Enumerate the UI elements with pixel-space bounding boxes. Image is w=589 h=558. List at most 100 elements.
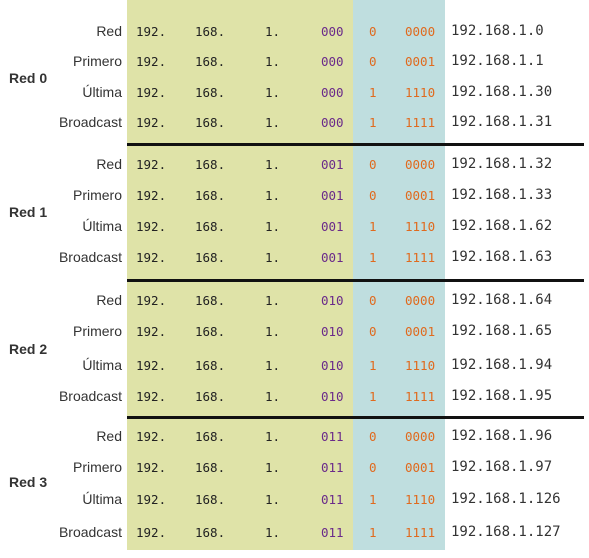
octet-2: 168. [195,219,226,234]
host-bit: 0 [369,293,377,308]
host-bits: 1110 [405,219,436,234]
host-bits-column-background [353,0,445,550]
subnet-bits: 001 [321,219,344,234]
decimal-address: 192.168.1.126 [451,491,561,507]
octet-2: 168. [195,85,226,100]
network-label: Red 2 [9,341,48,357]
octet-1: 192. [136,525,167,540]
host-bits: 1110 [405,492,436,507]
host-bits: 1110 [405,358,436,373]
host-bit: 1 [369,389,377,404]
host-bits: 0000 [405,429,436,444]
network-label: Red 0 [9,70,48,86]
octet-2: 168. [195,293,226,308]
octet-1: 192. [136,429,167,444]
subnet-bits: 011 [321,429,344,444]
decimal-address: 192.168.1.64 [451,292,553,308]
decimal-address: 192.168.1.33 [451,187,553,203]
octet-1: 192. [136,54,167,69]
octet-2: 168. [195,525,226,540]
octet-1: 192. [136,115,167,130]
host-bits: 0001 [405,460,436,475]
subnet-bits: 011 [321,460,344,475]
decimal-address: 192.168.1.127 [451,524,561,540]
row-label: Broadcast [58,114,122,130]
row-label: Red [96,23,122,39]
host-bit: 1 [369,525,377,540]
decimal-address: 192.168.1.62 [451,218,553,234]
octet-2: 168. [195,250,226,265]
decimal-address: 192.168.1.63 [451,249,553,265]
octet-1: 192. [136,293,167,308]
subnet-bits: 011 [321,525,344,540]
octet-3: 1. [265,358,281,373]
decimal-address: 192.168.1.32 [451,156,553,172]
host-bit: 0 [369,188,377,203]
row-label: Broadcast [58,388,122,404]
octet-2: 168. [195,460,226,475]
octet-1: 192. [136,492,167,507]
octet-1: 192. [136,188,167,203]
octet-3: 1. [265,24,281,39]
octet-1: 192. [136,250,167,265]
octet-1: 192. [136,219,167,234]
octet-3: 1. [265,293,281,308]
octet-3: 1. [265,250,281,265]
octet-3: 1. [265,389,281,404]
row-label: Red [96,428,122,444]
subnet-bits: 010 [321,324,344,339]
host-bit: 1 [369,492,377,507]
host-bit: 0 [369,429,377,444]
subnet-bits: 000 [321,54,344,69]
network-separator [127,143,584,146]
row-label: Primero [72,323,122,339]
host-bit: 1 [369,219,377,234]
host-bits: 0000 [405,24,436,39]
octet-3: 1. [265,188,281,203]
row-label: Broadcast [58,524,122,540]
network-separator [127,416,584,419]
octet-2: 168. [195,492,226,507]
host-bit: 1 [369,115,377,130]
row-label: Primero [72,187,122,203]
decimal-address: 192.168.1.94 [451,357,553,373]
octet-2: 168. [195,358,226,373]
decimal-address: 192.168.1.97 [451,459,553,475]
host-bits: 0000 [405,293,436,308]
decimal-address: 192.168.1.30 [451,84,553,100]
host-bits: 1111 [405,525,436,540]
octet-2: 168. [195,324,226,339]
octet-3: 1. [265,157,281,172]
octet-2: 168. [195,24,226,39]
subnet-bits: 000 [321,115,344,130]
host-bits: 1111 [405,250,436,265]
decimal-address: 192.168.1.96 [451,428,553,444]
octet-2: 168. [195,188,226,203]
row-label: Broadcast [58,249,122,265]
octet-2: 168. [195,115,226,130]
host-bit: 0 [369,324,377,339]
host-bit: 1 [369,358,377,373]
row-label: Primero [72,53,122,69]
host-bit: 1 [369,250,377,265]
octet-2: 168. [195,389,226,404]
subnet-bits: 001 [321,188,344,203]
network-separator [127,279,584,282]
octet-1: 192. [136,157,167,172]
host-bits: 0000 [405,157,436,172]
octet-1: 192. [136,85,167,100]
octet-1: 192. [136,324,167,339]
octet-3: 1. [265,429,281,444]
row-label: Última [82,84,122,100]
network-label: Red 3 [9,474,48,490]
octet-2: 168. [195,157,226,172]
row-label: Primero [72,459,122,475]
octet-3: 1. [265,324,281,339]
host-bit: 0 [369,157,377,172]
host-bits: 0001 [405,188,436,203]
decimal-address: 192.168.1.0 [451,23,544,39]
subnet-bits: 010 [321,389,344,404]
octet-1: 192. [136,389,167,404]
network-label: Red 1 [9,204,48,220]
row-label: Última [82,218,122,234]
